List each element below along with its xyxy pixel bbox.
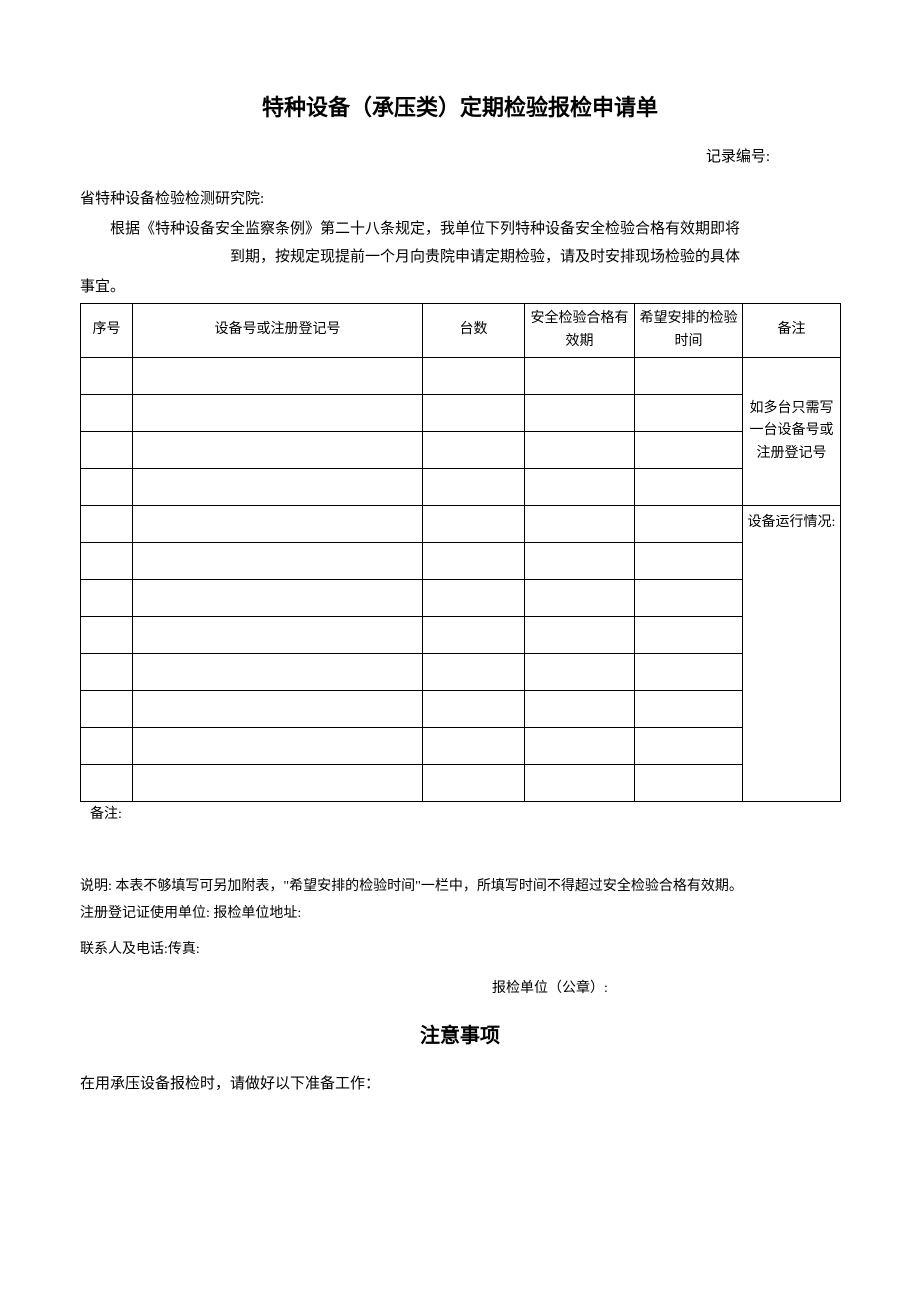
remark-group-2: 设备运行情况:: [743, 505, 841, 801]
cell-seq: [81, 653, 133, 690]
cell-desired: [635, 394, 743, 431]
cell-seq: [81, 690, 133, 727]
cell-count: [423, 764, 525, 801]
field-contact-fax: 联系人及电话:传真:: [80, 939, 840, 961]
intro-line-3: 事宜。: [80, 275, 840, 299]
table-row: 如多台只需写一台设备号或注册登记号: [81, 357, 841, 394]
remark-group-1: 如多台只需写一台设备号或注册登记号: [743, 357, 841, 505]
cell-count: [423, 616, 525, 653]
col-header-remark: 备注: [743, 304, 841, 358]
cell-valid: [525, 616, 635, 653]
cell-valid: [525, 727, 635, 764]
explain-text: 说明: 本表不够填写可另加附表，"希望安排的检验时间"一栏中，所填写时间不得超过…: [80, 876, 840, 898]
cell-seq: [81, 394, 133, 431]
cell-equip: [133, 727, 423, 764]
cell-desired: [635, 431, 743, 468]
cell-desired: [635, 616, 743, 653]
cell-equip: [133, 394, 423, 431]
cell-count: [423, 468, 525, 505]
cell-seq: [81, 616, 133, 653]
cell-seq: [81, 357, 133, 394]
cell-equip: [133, 690, 423, 727]
cell-desired: [635, 505, 743, 542]
cell-count: [423, 653, 525, 690]
cell-count: [423, 542, 525, 579]
cell-equip: [133, 764, 423, 801]
cell-count: [423, 431, 525, 468]
cell-equip: [133, 357, 423, 394]
intro-line-2: 到期，按规定现提前一个月向贵院申请定期检验，请及时安排现场检验的具体: [80, 245, 840, 269]
cell-desired: [635, 690, 743, 727]
table-row: [81, 653, 841, 690]
cell-seq: [81, 505, 133, 542]
cell-valid: [525, 394, 635, 431]
cell-equip: [133, 505, 423, 542]
cell-valid: [525, 579, 635, 616]
cell-desired: [635, 542, 743, 579]
cell-seq: [81, 431, 133, 468]
cell-count: [423, 690, 525, 727]
cell-seq: [81, 468, 133, 505]
cell-seq: [81, 542, 133, 579]
notice-title: 注意事项: [80, 1020, 840, 1052]
table-row: [81, 690, 841, 727]
cell-seq: [81, 579, 133, 616]
cell-seq: [81, 764, 133, 801]
cell-valid: [525, 357, 635, 394]
table-row: [81, 431, 841, 468]
cell-count: [423, 579, 525, 616]
col-header-desired: 希望安排的检验时间: [635, 304, 743, 358]
cell-count: [423, 727, 525, 764]
cell-equip: [133, 653, 423, 690]
table-row: [81, 616, 841, 653]
cell-desired: [635, 579, 743, 616]
table-row: [81, 764, 841, 801]
record-number-label: 记录编号:: [80, 145, 840, 169]
cell-desired: [635, 468, 743, 505]
cell-desired: [635, 764, 743, 801]
cell-desired: [635, 357, 743, 394]
cell-valid: [525, 505, 635, 542]
document-title: 特种设备（承压类）定期检验报检申请单: [80, 90, 840, 125]
cell-count: [423, 505, 525, 542]
cell-valid: [525, 431, 635, 468]
col-header-valid: 安全检验合格有效期: [525, 304, 635, 358]
notice-intro: 在用承压设备报检时，请做好以下准备工作：: [80, 1072, 840, 1096]
cell-valid: [525, 542, 635, 579]
col-header-count: 台数: [423, 304, 525, 358]
table-row: [81, 579, 841, 616]
cell-equip: [133, 616, 423, 653]
intro-line-1: 根据《特种设备安全监察条例》第二十八条规定，我单位下列特种设备安全检验合格有效期…: [80, 217, 840, 241]
cell-valid: [525, 653, 635, 690]
table-row: [81, 542, 841, 579]
cell-equip: [133, 431, 423, 468]
cell-desired: [635, 653, 743, 690]
cell-seq: [81, 727, 133, 764]
cell-valid: [525, 764, 635, 801]
cell-valid: [525, 690, 635, 727]
cell-count: [423, 394, 525, 431]
col-header-seq: 序号: [81, 304, 133, 358]
cell-valid: [525, 468, 635, 505]
seal-line: 报检单位（公章）:: [80, 978, 840, 1000]
col-header-equip-no: 设备号或注册登记号: [133, 304, 423, 358]
field-unit-address: 注册登记证使用单位: 报检单位地址:: [80, 903, 840, 925]
table-header-row: 序号 设备号或注册登记号 台数 安全检验合格有效期 希望安排的检验时间 备注: [81, 304, 841, 358]
cell-equip: [133, 468, 423, 505]
cell-equip: [133, 579, 423, 616]
table-row: [81, 727, 841, 764]
table-row: [81, 468, 841, 505]
after-table-note: 备注:: [80, 804, 840, 826]
cell-desired: [635, 727, 743, 764]
table-row: [81, 394, 841, 431]
equipment-table: 序号 设备号或注册登记号 台数 安全检验合格有效期 希望安排的检验时间 备注 如…: [80, 303, 841, 802]
cell-equip: [133, 542, 423, 579]
cell-count: [423, 357, 525, 394]
addressee: 省特种设备检验检测研究院:: [80, 187, 840, 211]
table-row: 设备运行情况:: [81, 505, 841, 542]
